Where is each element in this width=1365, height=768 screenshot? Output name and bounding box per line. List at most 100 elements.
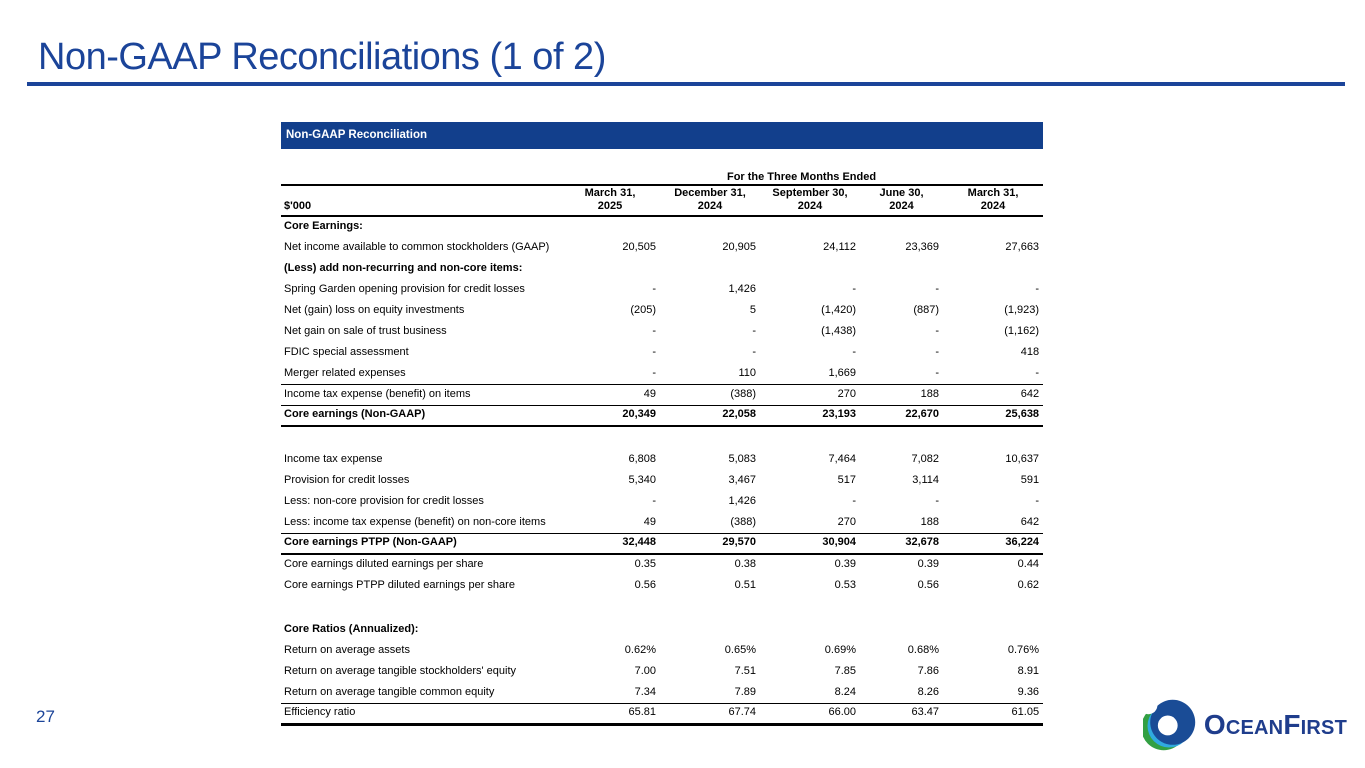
value-cell (943, 216, 1043, 237)
value-cell (860, 258, 943, 279)
value-cell: 270 (837, 515, 856, 528)
value-cell (560, 258, 660, 279)
unit-label: $'000 (281, 185, 560, 217)
value-cell: 23,369 (905, 241, 939, 254)
value-cell: - (1035, 495, 1040, 508)
value-cell: 0.56 (634, 579, 656, 592)
value-cell: (205) (630, 304, 656, 317)
value-cell: 20,505 (622, 241, 656, 254)
row-label: Return on average tangible common equity (284, 685, 495, 698)
value-cell: 49 (643, 515, 656, 528)
value-cell: 5,340 (628, 474, 656, 487)
row-label: Spring Garden opening provision for cred… (284, 283, 525, 296)
value-cell (943, 258, 1043, 279)
value-cell: - (935, 283, 939, 296)
value-cell: 0.38 (734, 558, 756, 571)
value-cell: 23,193 (760, 404, 860, 427)
value-cell: 0.39 (917, 558, 939, 571)
oceanfirst-logo: OCEANFIRST (1142, 698, 1347, 752)
value-cell: 1,426 (728, 283, 756, 296)
value-cell (560, 619, 660, 640)
value-cell (860, 216, 943, 237)
value-cell: 642 (943, 383, 1044, 405)
column-header-1: December 31, 2024 (660, 185, 760, 217)
value-cell: 29,570 (660, 532, 760, 555)
table-row: Income tax expense (benefit) on items 49(… (281, 383, 1044, 405)
value-cell (760, 216, 860, 237)
table-row: Net income available to common stockhold… (281, 237, 1043, 258)
value-cell: 7.51 (734, 665, 756, 678)
column-header-0: March 31, 2025 (560, 185, 660, 217)
value-cell: 24,112 (823, 241, 856, 254)
spacer-row (281, 596, 1043, 619)
row-label: Core Ratios (Annualized): (284, 623, 419, 636)
value-cell: (1,923) (1004, 304, 1040, 317)
value-cell: - (935, 325, 939, 338)
reconciliation-table-section: Non-GAAP Reconciliation For the Three Mo… (281, 122, 1044, 726)
value-cell: 6,808 (628, 453, 656, 466)
value-cell: 110 (738, 366, 756, 379)
value-cell: 7.85 (834, 665, 856, 678)
row-label: FDIC special assessment (284, 346, 409, 359)
value-cell: 642 (1020, 515, 1040, 528)
value-cell: 591 (1020, 474, 1040, 487)
table-row: Return on average tangible stockholders'… (281, 661, 1043, 682)
value-cell: 188 (920, 515, 939, 528)
value-cell: - (752, 325, 756, 338)
table-row: Core Ratios (Annualized): (281, 619, 1043, 640)
wordmark-cean: CEAN (1225, 717, 1284, 739)
table-row: Efficiency ratio 65.81 67.74 66.00 63.47 61.0… (281, 702, 1044, 726)
table-row: Less: non-core provision for credit loss… (281, 491, 1043, 512)
period-header: For the Three Months Ended (560, 165, 1044, 186)
value-cell: 0.56 (917, 579, 939, 592)
value-cell: - (652, 495, 656, 508)
value-cell: 270 (760, 383, 860, 405)
table-row: Net (gain) loss on equity investments (20… (281, 300, 1043, 321)
value-cell: 8.26 (917, 685, 939, 698)
value-cell: - (935, 366, 939, 379)
table-row: Return on average assets 0.62% 0.65% 0.69% 0… (281, 640, 1043, 661)
value-cell (760, 258, 860, 279)
oceanfirst-wave-swirl-icon (1142, 698, 1196, 751)
value-cell: 49 (560, 383, 660, 405)
value-cell (560, 216, 660, 237)
value-cell: 63.47 (860, 702, 943, 726)
spacer-cell (281, 596, 1043, 619)
title-underline (27, 82, 1345, 86)
value-cell: 22,670 (860, 404, 943, 427)
value-cell: 25,638 (943, 404, 1044, 427)
value-cell: 3,114 (912, 474, 939, 487)
value-cell: 0.76% (1007, 644, 1040, 657)
value-cell: 61.05 (943, 702, 1044, 726)
value-cell: 0.44 (1017, 558, 1040, 571)
value-cell: 0.62% (624, 644, 656, 657)
value-cell: 7.89 (734, 685, 756, 698)
value-cell: - (852, 346, 856, 359)
row-label: Return on average tangible stockholders'… (284, 665, 517, 678)
value-cell: 32,448 (560, 532, 660, 555)
row-label: Net (gain) loss on equity investments (284, 304, 465, 317)
row-label: Return on average assets (284, 644, 410, 657)
page-number: 27 (36, 707, 55, 726)
table-row: (Less) add non-recurring and non-core it… (281, 258, 1043, 279)
table-row: Core earnings (Non-GAAP) 20,349 22,058 23,1… (281, 404, 1044, 427)
value-cell (760, 619, 860, 640)
reconciliation-table: For the Three Months Ended $'000 March 3… (281, 165, 1044, 726)
spacer-row (281, 426, 1043, 449)
value-cell: - (852, 495, 856, 508)
value-cell: 1,669 (828, 366, 856, 379)
row-label: Less: non-core provision for credit loss… (284, 495, 484, 508)
value-cell: 0.51 (734, 579, 756, 592)
value-cell: 7,082 (911, 453, 939, 466)
value-cell: 22,058 (660, 404, 760, 427)
row-label: Merger related expenses (284, 366, 406, 379)
table-header-bar-label: Non-GAAP Reconciliation (286, 129, 427, 141)
table-row: Provision for credit losses 5,340 3,467 517… (281, 470, 1043, 491)
value-cell: (887) (913, 304, 939, 317)
value-cell: 20,349 (560, 404, 660, 427)
column-header-row: $'000 March 31, 2025 December 31, 2024 Septe… (281, 185, 1044, 217)
column-header-2: September 30, 2024 (760, 185, 860, 217)
value-cell: 0.65% (724, 644, 756, 657)
value-cell: 7.34 (634, 685, 656, 698)
value-cell: - (652, 283, 656, 296)
